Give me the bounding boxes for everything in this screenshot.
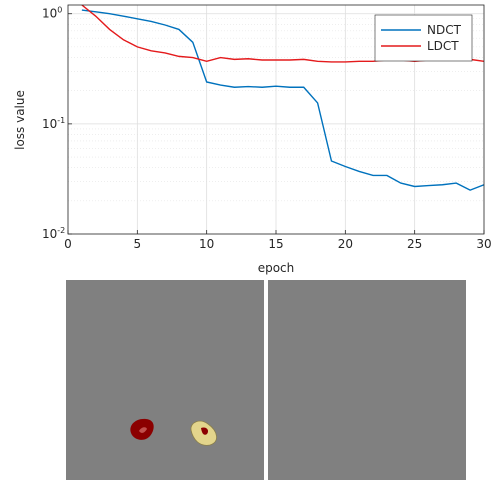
x-tick-label: 20 bbox=[338, 237, 353, 251]
image-panel bbox=[66, 280, 264, 480]
legend: NDCT LDCT bbox=[375, 15, 472, 61]
image-panel bbox=[268, 280, 466, 480]
figure: 05101520253010-210-1100 epoch loss value… bbox=[0, 0, 496, 480]
legend-label: LDCT bbox=[427, 39, 459, 53]
page: {"chart_data": { "type": "line", "xlabel… bbox=[0, 0, 496, 480]
x-axis-label: epoch bbox=[258, 261, 295, 275]
legend-box bbox=[375, 15, 472, 61]
x-tick-label: 30 bbox=[476, 237, 491, 251]
tick-base: 10 bbox=[42, 227, 57, 241]
y-tick-label: 10-1 bbox=[42, 116, 65, 131]
tick-base: 10 bbox=[42, 117, 57, 131]
tick-exponent: -1 bbox=[57, 116, 65, 125]
x-tick-label: 25 bbox=[407, 237, 422, 251]
x-tick-label: 5 bbox=[134, 237, 142, 251]
x-tick-label: 15 bbox=[268, 237, 283, 251]
y-axis-label: loss value bbox=[13, 90, 27, 150]
x-tick-label: 10 bbox=[199, 237, 214, 251]
tick-base: 10 bbox=[42, 7, 57, 21]
legend-label: NDCT bbox=[427, 23, 462, 37]
x-tick-label: 0 bbox=[64, 237, 72, 251]
y-tick-label: 100 bbox=[42, 6, 62, 21]
tick-exponent: 0 bbox=[57, 6, 62, 15]
y-tick-label: 10-2 bbox=[42, 226, 65, 241]
tick-exponent: -2 bbox=[57, 226, 65, 235]
